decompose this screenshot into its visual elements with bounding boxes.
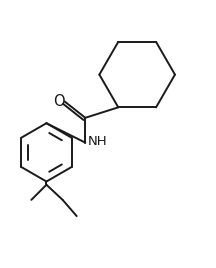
Text: NH: NH: [87, 135, 107, 148]
Text: O: O: [54, 94, 65, 109]
